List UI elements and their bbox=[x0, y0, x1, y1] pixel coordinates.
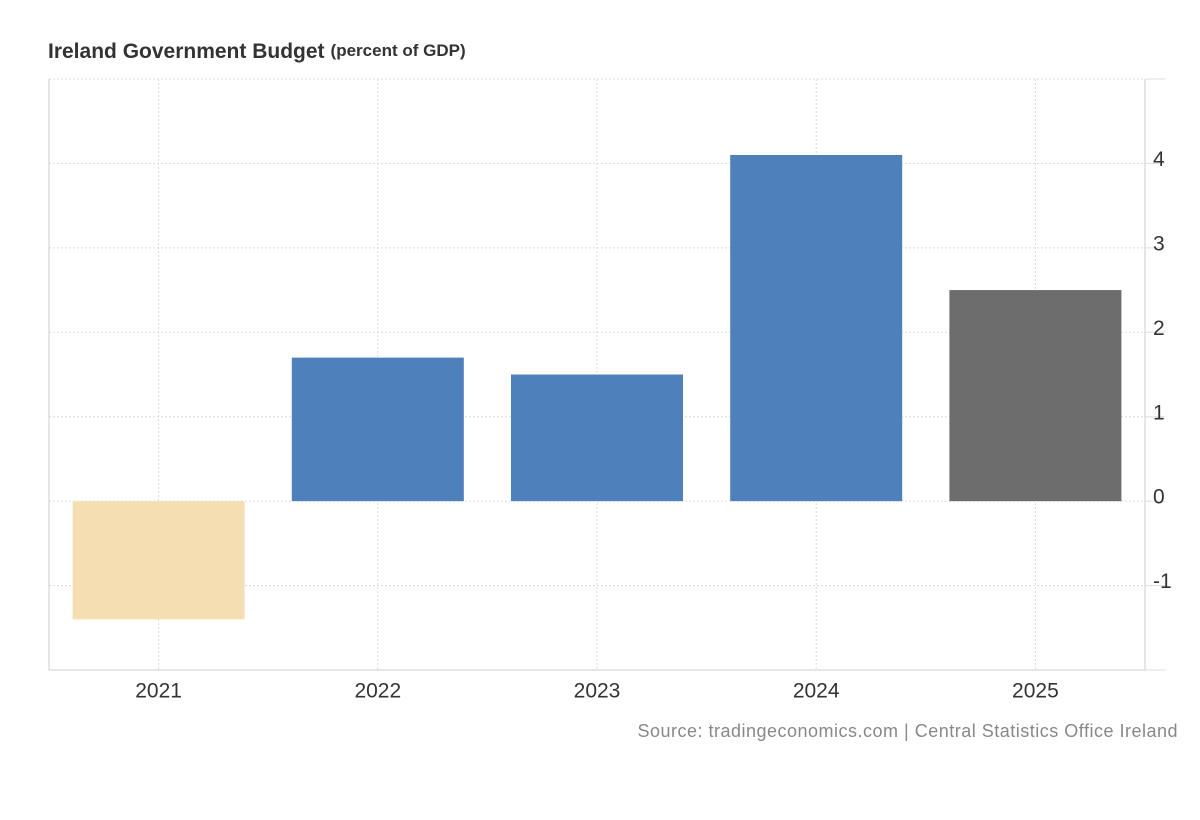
x-tick-label: 2024 bbox=[793, 680, 840, 703]
bar bbox=[730, 154, 903, 502]
bar bbox=[291, 357, 464, 502]
chart-title-group: Ireland Government Budget (percent of GDP… bbox=[48, 40, 466, 63]
y-tick-label: 1 bbox=[1153, 401, 1165, 424]
y-tick-label: 2 bbox=[1153, 317, 1165, 340]
x-tick-label: 2022 bbox=[354, 680, 401, 703]
y-tick-label: 4 bbox=[1153, 148, 1165, 171]
x-tick-label: 2025 bbox=[1012, 680, 1059, 703]
y-tick-label: 3 bbox=[1153, 232, 1165, 255]
bar bbox=[72, 501, 245, 620]
y-tick-label: -1 bbox=[1153, 570, 1172, 593]
chart-subtitle: (percent of GDP) bbox=[331, 41, 466, 60]
y-tick-label: 0 bbox=[1153, 486, 1165, 509]
bar bbox=[949, 290, 1122, 502]
source: Source: tradingeconomics.com | Central S… bbox=[637, 721, 1178, 741]
x-tick-label: 2021 bbox=[135, 680, 182, 703]
chart-title: Ireland Government Budget bbox=[48, 40, 325, 63]
bar bbox=[511, 374, 683, 502]
x-tick-label: 2023 bbox=[574, 680, 621, 703]
